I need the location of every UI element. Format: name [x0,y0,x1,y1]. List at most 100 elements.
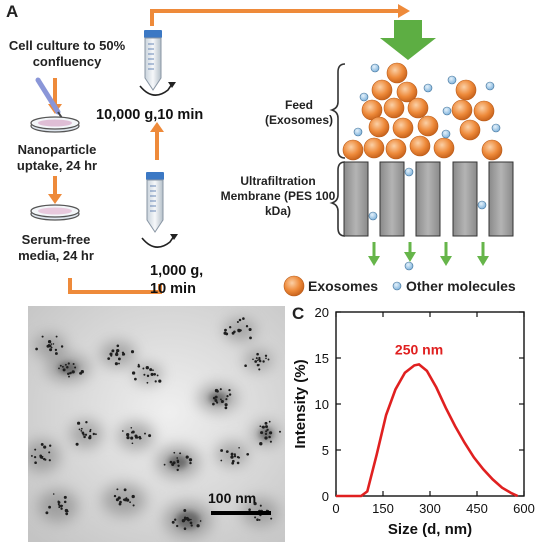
nanoparticle [266,428,269,431]
nanoparticle [52,493,55,495]
nanoparticle [188,458,193,462]
nanoparticle [176,524,179,528]
nanoparticle [116,348,120,353]
flow-line-3 [68,278,162,294]
nanoparticle [107,357,111,360]
panel-c-letter: C [292,304,305,323]
nanoparticle [110,354,113,357]
nanoparticle [40,442,44,446]
nanoparticle [225,450,229,453]
nanoparticle [118,497,121,500]
nanoparticle [216,390,219,393]
nanoparticle [264,354,268,357]
nanoparticle [236,461,240,465]
nanoparticle [149,368,153,372]
nanoparticle [116,344,120,348]
legend-molecule-marker [392,281,402,291]
nanoparticle [84,433,88,436]
step-serum-free: Serum-free media, 24 hr [18,232,94,263]
nanoparticle [83,435,86,439]
step-cell-culture: Cell culture to 50% confluency [8,38,126,69]
nanoparticle [71,370,75,374]
membrane-label: Ultrafiltration Membrane (PES 100 kDa) [220,174,336,218]
nanoparticle [80,427,83,430]
nanoparticle [214,395,218,399]
nanoparticle [148,434,152,438]
nanoparticle [58,506,61,509]
nanoparticle [258,358,261,361]
pipette-icon [35,77,63,119]
x-tick-label: 150 [372,501,394,516]
nanoparticle [122,498,126,501]
nanoparticle [173,451,176,454]
nanoparticle [260,431,264,435]
flow-arrow-4 [150,122,164,160]
nanoparticle [48,505,52,509]
nanoparticle [256,352,259,356]
nanoparticle [248,327,252,332]
nanoparticle [115,352,119,357]
nanoparticle [30,454,33,457]
nanoparticle [189,518,192,521]
centrifuge-tube-2-icon [146,172,164,233]
nanoparticle [69,371,72,375]
nanoparticle [212,402,215,406]
nanoparticle [224,406,228,410]
nanoparticle [252,358,254,361]
nanoparticle [78,428,81,431]
nanoparticle [176,460,180,464]
spin-label-2-line1: 1,000 g, [150,263,204,279]
nanoparticle [154,380,157,383]
nanoparticle [269,440,272,443]
nanoparticle [219,388,222,391]
nanoparticle [183,509,187,512]
nanoparticle [253,501,257,506]
nanoparticle [122,352,126,356]
nanoparticle [236,320,239,324]
rotation-arrow-2-icon [141,235,175,248]
nanoparticle [79,372,83,375]
nanoparticle [89,428,92,431]
panel-a-graphics [30,4,514,297]
nanoparticle [126,432,130,437]
nanoparticle [54,348,58,352]
nanoparticle [156,374,159,377]
nanoparticle [49,444,52,447]
nanoparticle [256,359,259,362]
nanoparticle [259,504,262,507]
nanoparticle [114,362,118,366]
feed-label: Feed (Exosomes) [264,98,334,127]
nanoparticle [229,326,232,329]
nanoparticle [63,500,67,504]
nanoparticle [244,364,247,368]
x-tick-label: 450 [466,501,488,516]
nanoparticle [233,454,237,458]
nanoparticle [237,328,241,333]
nanoparticle [58,367,60,370]
nanoparticle [169,460,173,464]
nanoparticle [50,346,53,349]
nanoparticle [92,432,96,436]
nanoparticle [265,357,267,360]
nanoparticle [54,352,58,355]
nanoparticle [258,518,261,521]
nanoparticle [187,517,190,520]
nanoparticle [125,498,128,500]
nanoparticle [126,436,130,440]
nanoparticle [220,399,224,404]
nanoparticle [254,516,257,519]
nanoparticle [131,494,135,499]
nanoparticle [59,504,63,508]
nanoparticle [89,434,92,438]
x-axis-label: Size (d, nm) [388,521,472,538]
nanoparticle [34,448,37,451]
nanoparticle [49,348,53,352]
nanoparticle [163,463,166,466]
nanoparticle [259,442,263,446]
nanoparticle [219,398,222,401]
feed-brace [329,63,346,159]
nanoparticle [131,442,134,445]
nanoparticle [77,421,81,425]
nanoparticle [62,368,66,372]
chart-ticks: 0 150 300 450 600 0 5 10 15 20 [315,305,535,516]
